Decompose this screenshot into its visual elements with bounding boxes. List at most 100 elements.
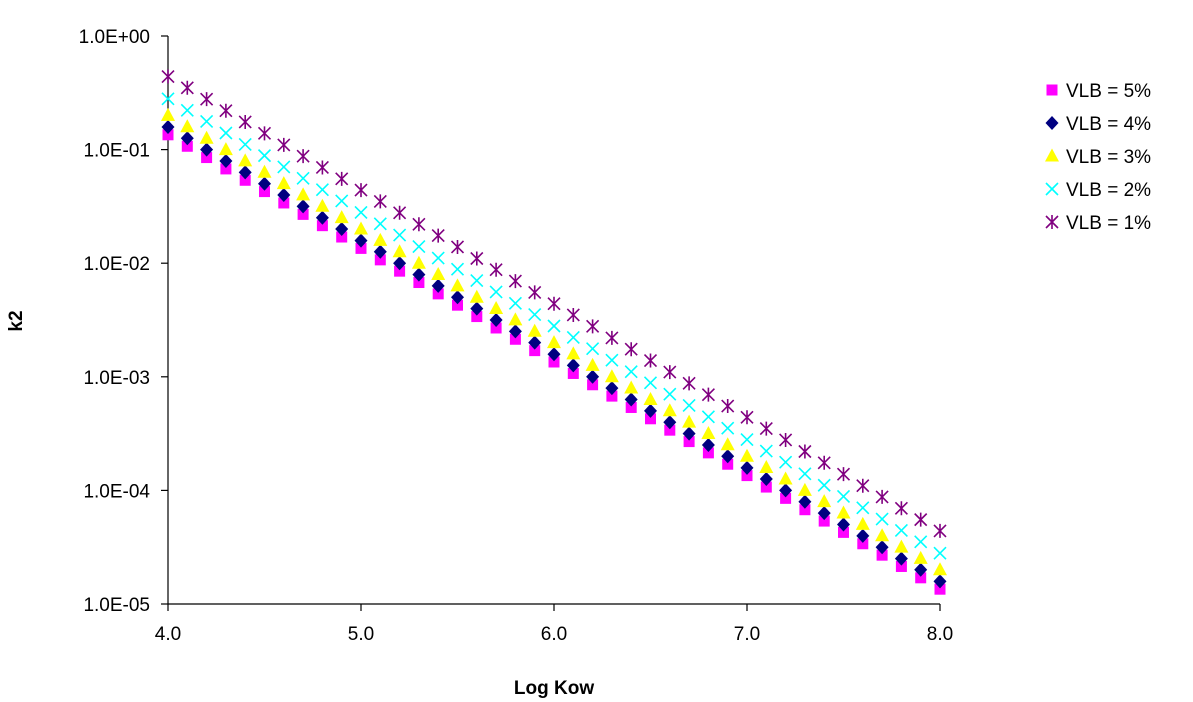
data-point [219,153,233,168]
data-point [161,92,175,106]
series-4 [161,92,947,560]
data-point [335,194,349,208]
data-point [489,301,504,315]
data-point [528,335,542,350]
legend-marker [1045,182,1059,196]
data-point [296,149,310,164]
data-point [354,221,368,235]
legend-label: VLB = 4% [1066,114,1151,135]
data-point [682,414,697,428]
data-point [412,267,426,282]
data-point [489,313,503,328]
data-point [894,501,908,516]
legend-label: VLB = 2% [1066,180,1151,201]
data-point [315,183,329,197]
data-point [798,444,812,459]
data-point [566,307,580,322]
data-point [508,296,522,310]
data-point [393,228,407,242]
data-point [238,114,252,129]
data-point [682,398,696,413]
data-point [760,481,772,493]
data-point [856,478,870,493]
y-tick-label: 1.0E-04 [83,481,150,502]
data-point [604,369,619,383]
data-point [238,165,252,180]
data-point [200,92,214,107]
data-point [701,425,716,439]
legend-marker [1046,84,1058,96]
data-point [161,107,175,121]
data-point [470,301,484,316]
data-point [624,380,639,394]
data-point [894,539,909,553]
data-point [875,512,889,526]
data-point [257,164,272,178]
legend-item: VLB = 1% [1045,213,1151,234]
data-point [354,205,368,219]
data-point [721,449,735,464]
data-point [914,512,928,527]
y-axis-title: k2 [6,310,27,331]
data-point [393,205,407,220]
data-point [335,171,349,186]
data-point [682,426,696,441]
data-point [296,199,310,214]
data-point [161,69,175,84]
data-point [645,413,656,425]
data-point [662,403,677,417]
x-tick-label: 6.0 [541,624,567,645]
data-point [933,523,947,538]
data-point [624,365,638,379]
data-point [836,467,851,482]
data-point [817,478,831,492]
data-point [817,494,832,508]
data-point [393,256,407,271]
legend-item: VLB = 5% [1046,81,1151,102]
data-point [605,330,619,345]
data-point [625,401,637,413]
data-point [180,80,194,95]
data-point [566,346,581,360]
x-tick-label: 4.0 [155,624,181,645]
legend-label: VLB = 1% [1066,213,1151,234]
data-point [547,319,561,333]
data-point [933,546,947,560]
data-point [759,471,773,486]
data-point [682,376,696,391]
data-point [373,244,387,259]
data-point [335,222,349,237]
data-point [527,323,542,337]
data-point [239,174,251,186]
y-tick-label: 1.0E-03 [83,368,150,389]
data-point [778,471,793,485]
data-point [548,356,560,368]
data-point [587,379,599,391]
data-point [336,231,348,243]
data-point [914,562,928,577]
data-point [373,232,388,246]
data-point [837,517,850,532]
data-point [586,342,600,356]
legend-label: VLB = 5% [1066,81,1151,102]
data-point [933,574,947,589]
legend-item: VLB = 3% [1045,147,1151,168]
data-point [220,163,232,175]
data-point [450,262,465,276]
data-point [374,254,386,266]
data-point [489,262,503,277]
ticks: 1.0E+00 1.0E-01 1.0E-02 1.0E-03 1.0E-04 1.0E-… [79,27,954,645]
y-tick-label: 1.0E-01 [83,141,150,162]
data-point [547,335,561,349]
data-point [259,186,270,198]
data-point [181,140,193,152]
data-point [469,289,484,303]
y-tick-label: 1.0E+00 [79,27,150,48]
data-point [701,437,715,452]
data-point [219,103,233,118]
data-point [856,501,870,515]
data-point [315,210,329,225]
data-point [471,311,483,323]
series-2 [161,120,947,589]
x-axis-title: Log Kow [514,678,594,699]
